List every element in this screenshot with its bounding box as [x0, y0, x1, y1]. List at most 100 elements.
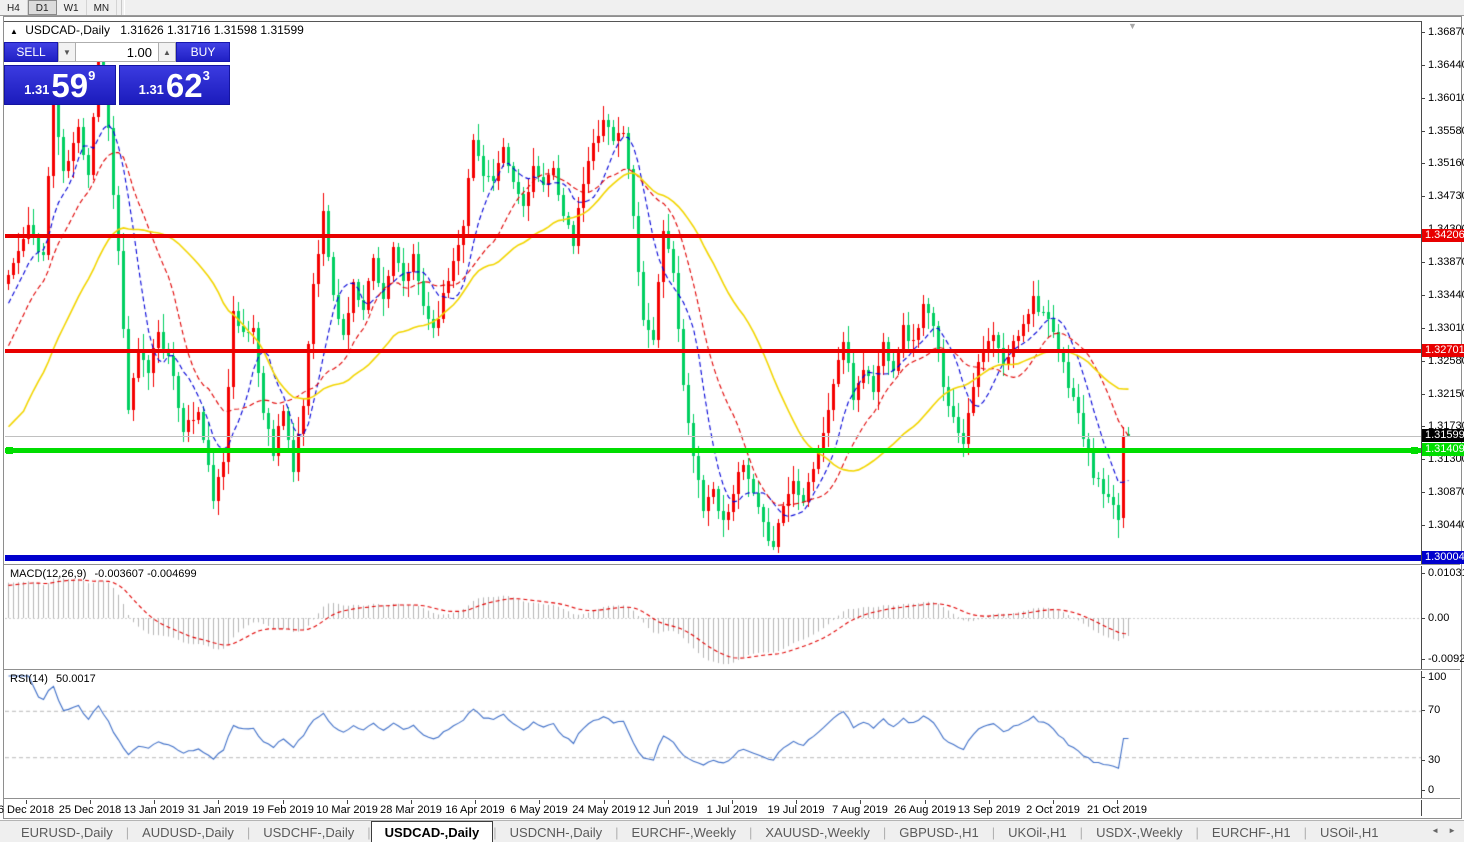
one-click-trading-widget: SELL ▼ ▲ BUY 1.31 59 9 1.31 62 3 [4, 42, 230, 105]
tab-ukoil-h1[interactable]: UKOil-,H1 [1008, 824, 1067, 840]
time-tick-mark [1053, 800, 1054, 804]
chart-tab-bar: EURUSD-,Daily | AUDUSD-,Daily | USDCHF-,Dail… [0, 820, 1464, 842]
sell-price-panel[interactable]: 1.31 59 9 [4, 65, 116, 105]
time-axis-label: 16 Apr 2019 [445, 804, 505, 816]
volume-input[interactable] [76, 42, 158, 62]
time-tick-mark [989, 800, 990, 804]
macd-pane-canvas[interactable] [5, 566, 1421, 668]
rsi-pane-canvas[interactable] [5, 671, 1421, 799]
price-tick-label: 1.33870 [1428, 256, 1464, 268]
time-axis-label: 6 Dec 2018 [0, 804, 55, 816]
chart-symbol-label: USDCAD-,Daily [25, 23, 110, 37]
macd-tick-mark [1421, 618, 1425, 619]
sell-button[interactable]: SELL [4, 42, 58, 62]
bid-price-label: 1.31599 [1422, 429, 1464, 442]
price-tick-mark [1421, 361, 1425, 362]
collapse-arrow-icon[interactable]: ▲ [10, 27, 18, 36]
tab-scroll-right-icon[interactable]: ► [1448, 826, 1456, 835]
price-tick-mark [1421, 196, 1425, 197]
price-tick-mark [1421, 98, 1425, 99]
price-tick-mark [1421, 525, 1425, 526]
time-axis-label: 19 Feb 2019 [252, 804, 314, 816]
tab-usdcnh-daily[interactable]: USDCNH-,Daily [509, 824, 603, 840]
macd-tick-label: 0.010311 [1428, 567, 1464, 579]
price-label-1.30004: 1.30004 [1422, 551, 1464, 564]
time-tick-mark [283, 800, 284, 804]
price-tick-label: 1.32580 [1428, 355, 1464, 367]
time-tick-mark [347, 800, 348, 804]
rsi-tick-mark [1421, 710, 1425, 711]
volume-increase-button[interactable]: ▲ [158, 42, 176, 62]
rsi-tick-label: 0 [1428, 784, 1435, 796]
horizontal-line-1.30004[interactable] [5, 555, 1421, 561]
time-axis-label: 6 May 2019 [510, 804, 568, 816]
tab-divider: | [367, 824, 371, 840]
price-tick-label: 1.36440 [1428, 59, 1464, 71]
tab-gbpusd-h1[interactable]: GBPUSD-,H1 [899, 824, 979, 840]
chart-ohlc-values: 1.31626 1.31716 1.31598 1.31599 [120, 23, 304, 37]
tab-eurusd-daily[interactable]: EURUSD-,Daily [21, 824, 113, 840]
price-tick-label: 1.30440 [1428, 519, 1464, 531]
tab-usoil-h1[interactable]: USOil-,H1 [1320, 824, 1379, 840]
horizontal-line-1.32701[interactable] [5, 349, 1421, 353]
time-axis-label: 24 May 2019 [572, 804, 636, 816]
timeframe-button-d1[interactable]: D1 [27, 0, 57, 15]
tab-divider: | [615, 824, 619, 840]
price-tick-label: 1.36010 [1428, 92, 1464, 104]
tab-scroll-left-icon[interactable]: ◄ [1431, 826, 1440, 835]
buy-price-big: 62 [165, 67, 203, 104]
tab-usdchf-daily[interactable]: USDCHF-,Daily [263, 824, 355, 840]
tab-divider: | [991, 824, 996, 840]
time-tick-mark [411, 800, 412, 804]
tab-xauusd-weekly[interactable]: XAUUSD-,Weekly [765, 824, 870, 840]
tab-divider: | [1303, 824, 1308, 840]
macd-tick-mark [1421, 659, 1425, 660]
tab-divider: | [749, 824, 753, 840]
horizontal-line-1.31409[interactable] [5, 447, 1421, 453]
tab-divider: | [882, 824, 887, 840]
horizontal-line-1.34206[interactable] [5, 234, 1421, 238]
time-tick-mark [1117, 800, 1118, 804]
tab-audusd-daily[interactable]: AUDUSD-,Daily [142, 824, 234, 840]
tab-usdx-weekly[interactable]: USDX-,Weekly [1096, 824, 1183, 840]
time-tick-mark [475, 800, 476, 804]
buy-price-panel[interactable]: 1.31 62 3 [118, 65, 230, 105]
price-label-1.34206: 1.34206 [1422, 229, 1464, 242]
price-tick-label: 1.31300 [1428, 453, 1464, 465]
rsi-bottom-divider [4, 798, 1460, 800]
main-chart-canvas[interactable] [5, 21, 1421, 564]
tab-eurchf-h1[interactable]: EURCHF-,H1 [1211, 824, 1291, 840]
price-axis-separator [1421, 21, 1422, 816]
tab-usdcad-daily[interactable]: USDCAD-,Daily [370, 820, 494, 842]
price-tick-mark [1421, 295, 1425, 296]
sell-price-big: 59 [51, 67, 89, 104]
macd-rsi-divider[interactable] [4, 669, 1460, 671]
rsi-tick-mark [1421, 760, 1425, 761]
price-tick-mark [1421, 32, 1425, 33]
time-axis-label: 7 Aug 2019 [832, 804, 888, 816]
timeframe-toolbar: H4 D1 W1 MN [0, 0, 1464, 16]
main-macd-divider[interactable] [4, 564, 1460, 566]
time-axis-label: 12 Jun 2019 [637, 804, 699, 816]
tab-scroll-arrows: ◄ ► [1431, 826, 1456, 835]
tab-divider: | [246, 824, 251, 840]
line-handle-right[interactable] [1411, 447, 1418, 454]
time-axis-label: 31 Jan 2019 [187, 804, 249, 816]
line-handle-left[interactable] [6, 447, 13, 454]
chart-shift-marker-icon[interactable]: ▼ [1128, 21, 1137, 31]
timeframe-button-w1[interactable]: W1 [57, 0, 87, 15]
timeframe-button-mn[interactable]: MN [87, 0, 118, 15]
time-tick-mark [90, 800, 91, 804]
tab-eurchf-weekly[interactable]: EURCHF-,Weekly [631, 824, 737, 840]
price-label-1.32701: 1.32701 [1422, 344, 1464, 357]
rsi-tick-label: 100 [1428, 671, 1447, 683]
price-tick-mark [1421, 394, 1425, 395]
toolbar-separator [121, 0, 126, 15]
timeframe-button-h4[interactable]: H4 [0, 0, 28, 15]
buy-button[interactable]: BUY [176, 42, 230, 62]
macd-tick-mark [1421, 573, 1425, 574]
volume-decrease-button[interactable]: ▼ [58, 42, 76, 62]
price-tick-label: 1.30870 [1428, 486, 1464, 498]
chart-top-border [4, 21, 1421, 22]
